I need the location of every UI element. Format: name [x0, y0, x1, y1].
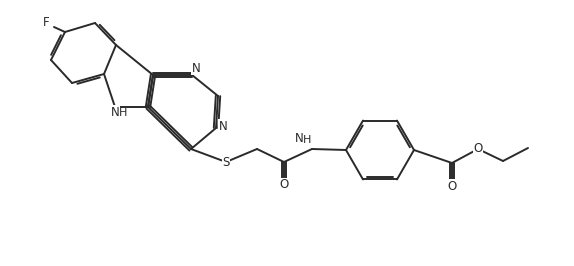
Text: N: N [192, 61, 200, 74]
Text: O: O [474, 143, 483, 156]
Text: O: O [280, 178, 289, 192]
Text: S: S [222, 156, 230, 168]
Text: H: H [303, 135, 311, 145]
Text: N: N [294, 131, 304, 144]
Text: N: N [219, 119, 227, 132]
Text: F: F [42, 15, 49, 28]
Text: O: O [447, 180, 457, 193]
Text: H: H [119, 108, 127, 118]
Text: N: N [111, 106, 119, 118]
